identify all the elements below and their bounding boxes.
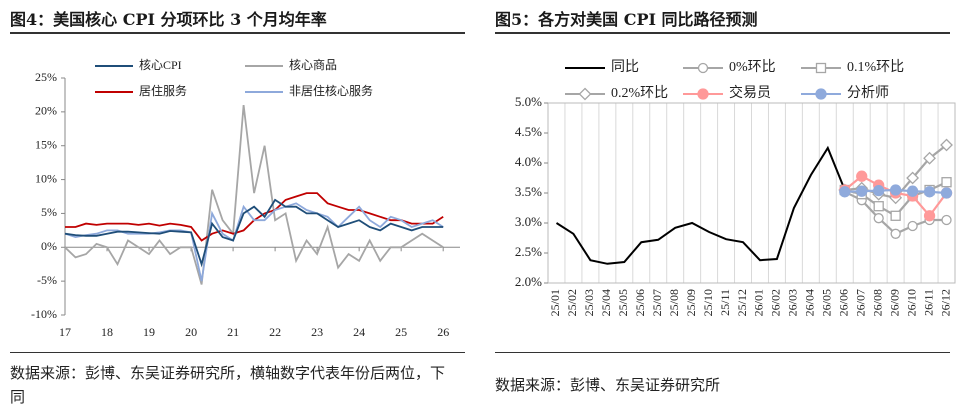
x-tick-label: 21 (227, 325, 239, 339)
point (906, 185, 919, 197)
x-tick-label: 25/02 (565, 289, 579, 316)
series-line (64, 198, 444, 268)
point (906, 171, 920, 185)
x-tick-label: 26/02 (769, 289, 783, 316)
legend-label: 同比 (611, 59, 639, 75)
x-tick-label: 25/06 (633, 289, 647, 316)
point (890, 210, 901, 221)
y-tick-label: 20% (35, 104, 57, 118)
x-tick-label: 26 (437, 325, 449, 339)
series-line (555, 145, 846, 265)
point (839, 186, 851, 198)
legend-marker (815, 88, 827, 100)
legend-label: 居住服务 (139, 83, 187, 98)
x-tick-label: 20 (185, 325, 197, 339)
y-tick-label: 15% (35, 137, 57, 151)
point (923, 210, 936, 222)
point (923, 186, 936, 198)
point (856, 170, 868, 182)
x-tick-label: 26/10 (904, 289, 918, 316)
series-line (64, 202, 444, 282)
x-tick-label: 25/04 (599, 289, 613, 316)
point (873, 184, 885, 197)
legend-marker (578, 87, 592, 101)
point (856, 185, 868, 197)
x-tick-label: 26/05 (820, 289, 834, 316)
y-tick-label: 5% (41, 205, 57, 219)
x-tick-label: 18 (101, 325, 113, 339)
point (890, 228, 901, 239)
point (941, 177, 952, 188)
x-tick-label: 26/03 (786, 289, 800, 316)
x-tick-label: 26/04 (803, 289, 817, 316)
x-tick-label: 25/12 (735, 289, 749, 316)
x-tick-label: 23 (311, 325, 323, 339)
x-tick-label: 26/07 (853, 289, 867, 316)
x-tick-label: 26/01 (752, 289, 766, 316)
chart-title: 图5：各方对美国 CPI 同比路径预测 (495, 6, 950, 34)
x-tick-label: 25 (395, 325, 407, 339)
y-tick-label: 3.5% (515, 184, 542, 199)
y-tick-label: -5% (37, 273, 57, 287)
x-tick-label: 26/09 (887, 289, 901, 316)
x-tick-label: 25/05 (616, 289, 630, 316)
y-tick-label: 0% (41, 239, 57, 253)
source-note: 数据来源：彭博、东吴证券研究所，横轴数字代表年份后两位，下同 (10, 352, 465, 409)
y-tick-label: 3.0% (515, 214, 542, 229)
x-tick-label: 25/11 (718, 289, 732, 316)
legend-label: 分析师 (847, 85, 889, 101)
legend-label: 0.1%环比 (847, 59, 904, 75)
y-tick-label: 25% (35, 70, 57, 84)
y-tick-label: -10% (31, 307, 57, 321)
x-tick-label: 24 (353, 325, 365, 339)
x-tick-label: 19 (143, 325, 155, 339)
chart-title: 图4：美国核心 CPI 分项环比 3 个月均年率 (10, 6, 465, 34)
series-line (65, 192, 444, 242)
legend-label: 非居住核心服务 (289, 83, 373, 98)
x-tick-label: 25/10 (701, 289, 715, 316)
source-note: 数据来源：彭博、东吴证券研究所 (495, 352, 950, 397)
y-tick-label: 4.0% (515, 154, 542, 169)
x-tick-label: 26/11 (921, 289, 935, 316)
y-tick-label: 5.0% (515, 94, 542, 109)
x-tick-label: 25/01 (548, 289, 562, 316)
legend-label: 0.2%环比 (611, 85, 668, 101)
series-line (64, 104, 444, 285)
point (907, 220, 918, 232)
point (923, 151, 936, 165)
point (941, 214, 952, 226)
x-tick-label: 26/08 (870, 289, 884, 316)
x-tick-label: 25/07 (650, 289, 664, 316)
x-tick-label: 17 (59, 325, 71, 339)
legend-marker (697, 62, 709, 74)
legend-marker (815, 62, 827, 74)
point (889, 184, 902, 196)
point (873, 201, 884, 212)
legend-label: 核心CPI (139, 58, 182, 72)
legend-label: 核心商品 (289, 57, 337, 72)
y-tick-label: 2.0% (515, 274, 542, 289)
point (873, 213, 884, 224)
x-tick-label: 26/06 (837, 289, 851, 316)
point (940, 187, 953, 199)
x-tick-label: 26/12 (938, 289, 952, 316)
point (940, 138, 953, 152)
y-tick-label: 2.5% (515, 244, 542, 259)
legend-label: 0%环比 (729, 59, 776, 75)
x-tick-label: 25/08 (667, 289, 681, 316)
x-tick-label: 22 (269, 325, 281, 339)
legend-marker (697, 88, 709, 100)
legend-label: 交易员 (729, 84, 771, 101)
x-tick-label: 25/03 (582, 289, 596, 316)
y-tick-label: 4.5% (515, 124, 542, 139)
y-tick-label: 10% (35, 171, 57, 185)
x-tick-label: 25/09 (684, 289, 698, 316)
